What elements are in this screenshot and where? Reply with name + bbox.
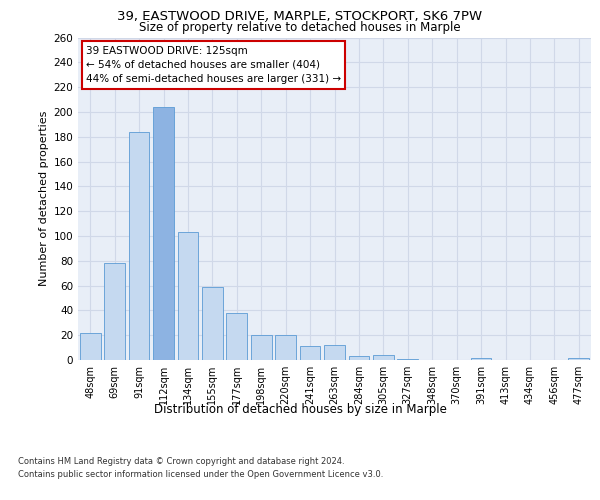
Bar	[349, 356, 370, 360]
Bar	[153, 107, 174, 360]
Bar	[373, 355, 394, 360]
Bar	[397, 359, 418, 360]
Bar	[104, 263, 125, 360]
Bar	[324, 345, 345, 360]
Bar	[470, 358, 491, 360]
Bar	[299, 346, 320, 360]
Text: Contains HM Land Registry data © Crown copyright and database right 2024.: Contains HM Land Registry data © Crown c…	[18, 458, 344, 466]
Bar	[251, 335, 272, 360]
Bar	[226, 313, 247, 360]
Text: Size of property relative to detached houses in Marple: Size of property relative to detached ho…	[139, 21, 461, 34]
Bar	[202, 287, 223, 360]
Bar	[568, 358, 589, 360]
Y-axis label: Number of detached properties: Number of detached properties	[39, 111, 49, 286]
Bar	[80, 332, 101, 360]
Text: Contains public sector information licensed under the Open Government Licence v3: Contains public sector information licen…	[18, 470, 383, 479]
Text: Distribution of detached houses by size in Marple: Distribution of detached houses by size …	[154, 402, 446, 415]
Bar	[128, 132, 149, 360]
Bar	[275, 335, 296, 360]
Text: 39 EASTWOOD DRIVE: 125sqm
← 54% of detached houses are smaller (404)
44% of semi: 39 EASTWOOD DRIVE: 125sqm ← 54% of detac…	[86, 46, 341, 84]
Text: 39, EASTWOOD DRIVE, MARPLE, STOCKPORT, SK6 7PW: 39, EASTWOOD DRIVE, MARPLE, STOCKPORT, S…	[118, 10, 482, 23]
Bar	[178, 232, 199, 360]
